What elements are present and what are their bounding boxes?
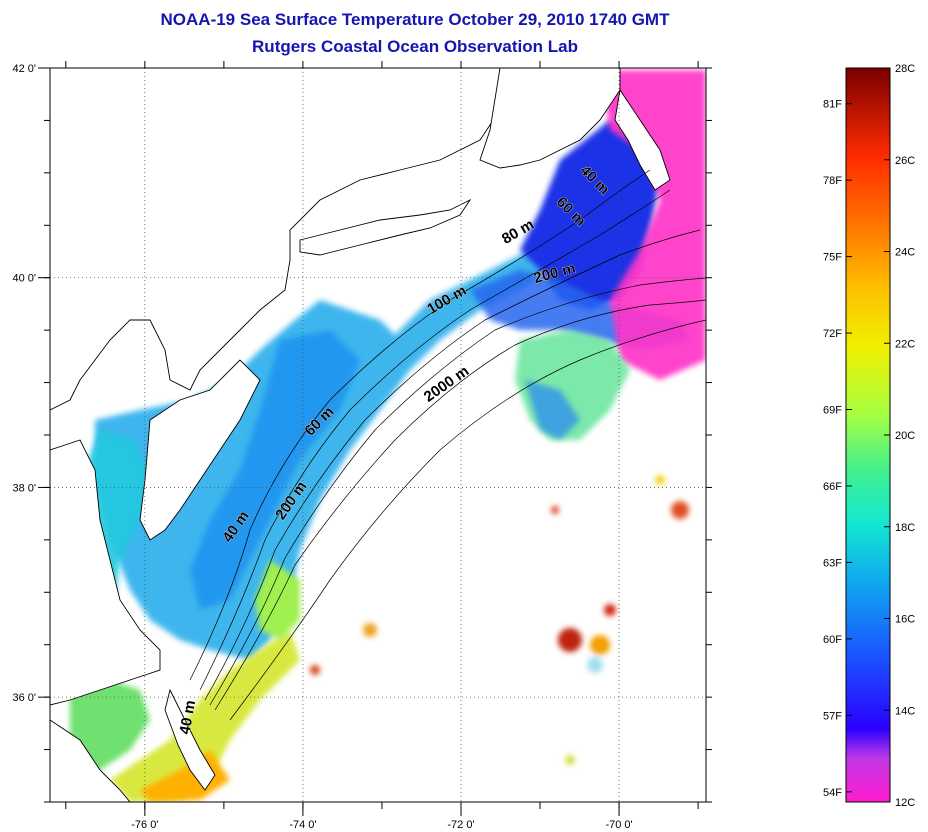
offshore-warm-patches [310, 475, 689, 765]
virginia-mainland [50, 439, 161, 706]
isobath-label: 2000 m [421, 363, 472, 406]
lat-tick-label: 36 0' [12, 692, 36, 704]
lat-tick-label: 40 0' [12, 273, 36, 285]
cold-core [520, 120, 660, 310]
isobath-80m [204, 229, 701, 701]
delmarva [139, 359, 261, 541]
isobath-40m [189, 169, 651, 681]
map-title: NOAA-19 Sea Surface Temperature October … [160, 10, 670, 29]
coastline [50, 68, 671, 802]
sst-field [60, 70, 706, 802]
nc-mainland [50, 719, 131, 802]
lon-tick-label: -74 0' [289, 819, 316, 831]
lon-tick-label: -76 0' [131, 819, 158, 831]
lon-tick-label: -72 0' [447, 819, 474, 831]
isobath-contours [189, 169, 706, 721]
hatteras-warm [110, 630, 300, 802]
outer-banks [164, 688, 216, 791]
isobath-2000m [229, 319, 706, 721]
mainland-north [50, 68, 501, 411]
map-subtitle: Rutgers Coastal Ocean Observation Lab [252, 37, 578, 56]
lon-tick-label: -70 0' [605, 819, 632, 831]
isobath-60m [199, 189, 671, 691]
cape-green [255, 560, 300, 640]
slope-water [525, 380, 580, 440]
isobath-200m [214, 299, 706, 711]
shelf-water-mid [190, 330, 360, 610]
lat-tick-label: 38 0' [12, 482, 36, 494]
long-island [299, 198, 472, 256]
isobath-label: 40 m [176, 699, 199, 736]
isobath-100m [209, 277, 706, 706]
new-england [479, 68, 621, 169]
map-axes: -76 0' -74 0' -72 0' -70 0' 42 0' 40 0' 38 0' 3… [12, 61, 712, 831]
lat-tick-label: 42 0' [12, 63, 36, 75]
cape-cod [614, 88, 671, 191]
